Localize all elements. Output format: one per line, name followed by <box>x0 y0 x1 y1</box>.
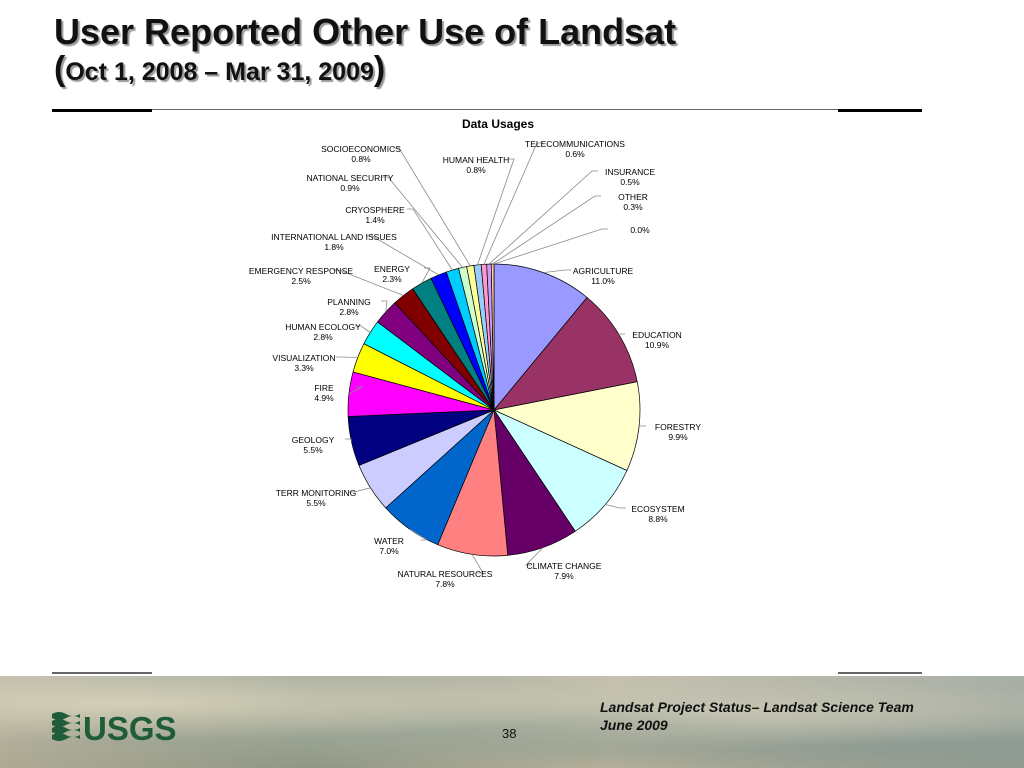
slice-label: SOCIOECONOMICS <box>321 144 401 154</box>
leader-line <box>393 147 471 267</box>
header-rule-middle <box>152 109 838 110</box>
leader-line <box>618 333 625 336</box>
slice-label: PLANNING <box>327 297 370 307</box>
leader-line <box>355 325 371 333</box>
slice-value-label: 7.8% <box>435 579 455 589</box>
footer-banner: USGS 38 Landsat Project Status– Landsat … <box>0 676 1024 768</box>
leader-line <box>605 504 626 509</box>
pie-slice-ecosystem <box>493 409 628 532</box>
slice-value-label: 0.8% <box>466 165 486 175</box>
slice-label: HUMAN HEALTH <box>443 155 509 165</box>
title-paren-close: ) <box>373 50 386 88</box>
title-paren-open: ( <box>54 50 66 88</box>
slice-value-label: 5.5% <box>303 445 323 455</box>
slice-value-label: 9.9% <box>668 432 688 442</box>
footer-line-1: Landsat Project Status– Landsat Science … <box>600 699 914 715</box>
slice-value-label: 0.0% <box>630 225 650 235</box>
footer-rule-left <box>52 672 152 674</box>
leader-line <box>493 228 608 265</box>
leader-line <box>366 235 439 276</box>
slice-value-label: 1.4% <box>365 215 385 225</box>
slice-value-label: 2.8% <box>339 307 359 317</box>
slice-label: NATURAL RESOURCES <box>398 569 493 579</box>
slice-value-label: 10.9% <box>645 340 670 350</box>
page-number: 38 <box>502 726 517 741</box>
slice-label: NATIONAL SECURITY <box>307 173 394 183</box>
leader-line <box>477 158 515 266</box>
footer-line-2: June 2009 <box>600 717 668 733</box>
slice-label: ECOSYSTEM <box>631 504 684 514</box>
pie-slice-forestry <box>492 381 641 471</box>
slice-label: EMERGENCY RESPONSE <box>249 266 354 276</box>
slice-value-label: 8.8% <box>648 514 668 524</box>
leader-line <box>471 554 484 574</box>
slice-label: CLIMATE CHANGE <box>527 561 602 571</box>
slice-value-label: 4.9% <box>314 393 334 403</box>
slice-label: OTHER <box>618 192 648 202</box>
leader-line <box>345 438 352 442</box>
leader-line <box>336 356 358 358</box>
slice-label: EDUCATION <box>632 330 681 340</box>
title-date-text: Oct 1, 2008 – Mar 31, 2009 <box>65 58 374 86</box>
slice-label: TERR MONITORING <box>276 488 357 498</box>
leader-line <box>488 170 598 265</box>
footer-satellite-image <box>0 676 1024 768</box>
slice-value-label: 0.9% <box>340 183 360 193</box>
slide-title: User Reported Other Use of Landsat (Oct … <box>54 12 676 89</box>
slice-label: FORESTRY <box>655 422 701 432</box>
slice-label: CRYOSPHERE <box>345 205 405 215</box>
leader-line <box>348 386 363 395</box>
footer-text: Landsat Project Status– Landsat Science … <box>600 698 914 734</box>
leader-line <box>483 142 543 265</box>
leader-line <box>525 547 544 566</box>
header-rule-left <box>52 109 152 112</box>
slice-label: AGRICULTURE <box>573 266 634 276</box>
leader-line <box>381 300 388 313</box>
leader-line <box>492 195 601 265</box>
leader-line <box>333 269 404 296</box>
slice-value-label: 7.9% <box>554 571 574 581</box>
footer-rule-right <box>838 672 922 674</box>
slice-value-label: 0.5% <box>620 177 640 187</box>
slice-value-label: 2.8% <box>313 332 333 342</box>
leader-line <box>409 528 429 541</box>
slice-label: INTERNATIONAL LAND ISSUES <box>271 232 397 242</box>
usgs-logo: USGS <box>52 710 177 746</box>
slice-value-label: 2.3% <box>382 274 402 284</box>
title-main: User Reported Other Use of Landsat <box>54 11 677 52</box>
slice-label: INSURANCE <box>605 167 655 177</box>
slice-value-label: 0.6% <box>565 149 585 159</box>
slice-label: TELECOMMUNICATIONS <box>525 139 625 149</box>
slice-value-label: 5.5% <box>306 498 326 508</box>
chart-title: Data Usages <box>462 117 534 131</box>
slice-value-label: 2.5% <box>291 276 311 286</box>
header-rule-right <box>838 109 922 112</box>
leader-line <box>348 487 371 493</box>
slice-value-label: 3.3% <box>294 363 314 373</box>
slice-value-label: 7.0% <box>379 546 399 556</box>
slice-value-label: 1.8% <box>324 242 344 252</box>
slice-label: WATER <box>374 536 404 546</box>
slice-value-label: 0.3% <box>623 202 643 212</box>
leader-line <box>638 425 646 428</box>
slice-label: HUMAN ECOLOGY <box>285 322 361 332</box>
slice-value-label: 0.8% <box>351 154 371 164</box>
usgs-logo-text: USGS <box>83 710 177 746</box>
leader-line <box>543 269 571 273</box>
slice-label: ENERGY <box>374 264 410 274</box>
pie-slice-agriculture <box>493 263 588 411</box>
slice-label: FIRE <box>314 383 334 393</box>
slice-value-label: 11.0% <box>591 276 615 286</box>
title-date-range: (Oct 1, 2008 – Mar 31, 2009) <box>54 52 676 89</box>
leader-line <box>407 208 453 271</box>
leader-line <box>382 176 463 268</box>
slice-label: VISUALIZATION <box>272 353 335 363</box>
slice-label: GEOLOGY <box>292 435 335 445</box>
